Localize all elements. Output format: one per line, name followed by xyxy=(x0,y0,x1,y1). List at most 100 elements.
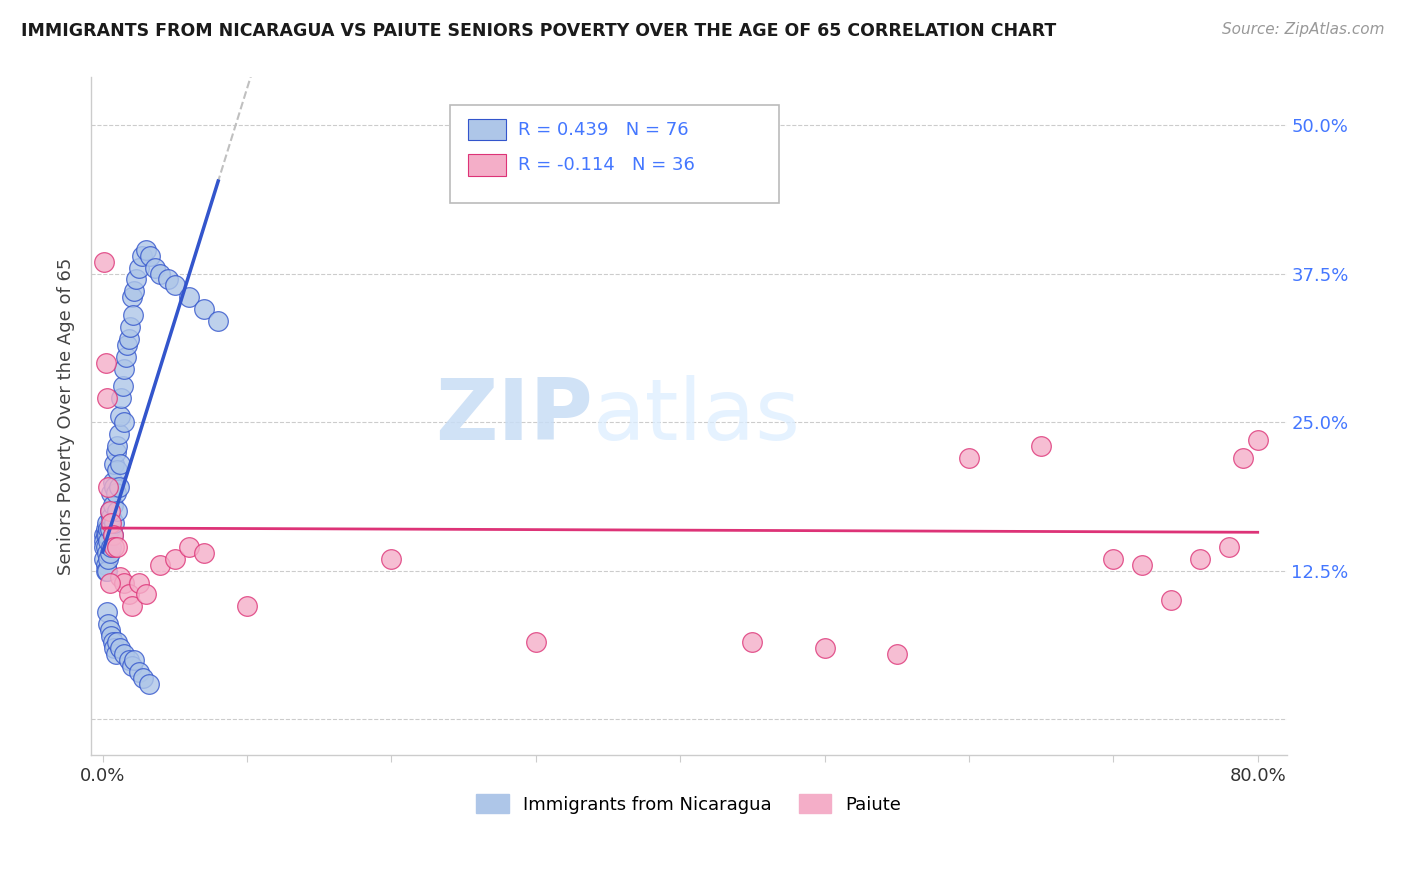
Point xyxy=(143,260,166,275)
Point xyxy=(163,278,186,293)
Point xyxy=(1232,450,1254,465)
Point xyxy=(93,528,115,542)
Point xyxy=(193,302,215,317)
Point xyxy=(135,587,157,601)
Point xyxy=(121,658,143,673)
Point xyxy=(1218,540,1240,554)
Text: R = 0.439   N = 76: R = 0.439 N = 76 xyxy=(517,120,689,138)
Point xyxy=(107,427,129,442)
Text: Source: ZipAtlas.com: Source: ZipAtlas.com xyxy=(1222,22,1385,37)
Text: atlas: atlas xyxy=(593,375,801,458)
Point xyxy=(96,564,118,578)
Point xyxy=(128,665,150,679)
Point xyxy=(104,486,127,500)
Point xyxy=(101,528,124,542)
Point xyxy=(100,516,122,530)
Point xyxy=(156,272,179,286)
Point xyxy=(97,617,120,632)
Point xyxy=(98,546,121,560)
FancyBboxPatch shape xyxy=(468,119,506,140)
Point xyxy=(103,516,125,530)
Point xyxy=(112,575,135,590)
Point xyxy=(380,551,402,566)
Point xyxy=(741,635,763,649)
Point xyxy=(94,356,117,370)
Point xyxy=(105,439,128,453)
FancyBboxPatch shape xyxy=(468,154,506,176)
Point xyxy=(105,540,128,554)
Point xyxy=(112,361,135,376)
Point xyxy=(207,314,229,328)
Point xyxy=(97,481,120,495)
Point xyxy=(103,540,125,554)
Point xyxy=(886,647,908,661)
Point xyxy=(100,629,122,643)
Point xyxy=(138,676,160,690)
Point xyxy=(1102,551,1125,566)
Point xyxy=(98,504,121,518)
Point xyxy=(103,481,125,495)
Point xyxy=(112,415,135,429)
Point xyxy=(125,272,148,286)
Point xyxy=(98,623,121,637)
Point xyxy=(94,558,117,572)
Point xyxy=(96,392,118,406)
Point xyxy=(957,450,980,465)
Point xyxy=(135,243,157,257)
Point xyxy=(110,392,132,406)
Point xyxy=(179,540,201,554)
Point xyxy=(96,546,118,560)
Text: IMMIGRANTS FROM NICARAGUA VS PAIUTE SENIORS POVERTY OVER THE AGE OF 65 CORRELATI: IMMIGRANTS FROM NICARAGUA VS PAIUTE SENI… xyxy=(21,22,1056,40)
Point xyxy=(100,540,122,554)
Point xyxy=(118,653,141,667)
Point xyxy=(101,528,124,542)
Point xyxy=(1188,551,1211,566)
Point xyxy=(100,486,122,500)
Point xyxy=(121,599,143,614)
Point xyxy=(121,290,143,304)
Point xyxy=(193,546,215,560)
Point xyxy=(1130,558,1153,572)
Point xyxy=(108,457,131,471)
Point xyxy=(93,533,115,548)
Point xyxy=(108,569,131,583)
Point xyxy=(105,504,128,518)
Point xyxy=(103,640,125,655)
Point xyxy=(1247,433,1270,447)
Point xyxy=(149,558,172,572)
Point xyxy=(96,605,118,619)
Point xyxy=(93,540,115,554)
Legend: Immigrants from Nicaragua, Paiute: Immigrants from Nicaragua, Paiute xyxy=(477,794,901,814)
Point xyxy=(105,463,128,477)
Point xyxy=(101,498,124,512)
FancyBboxPatch shape xyxy=(450,104,779,202)
Point xyxy=(118,332,141,346)
Point xyxy=(94,522,117,536)
Point xyxy=(101,635,124,649)
Text: R = -0.114   N = 36: R = -0.114 N = 36 xyxy=(517,156,695,174)
Point xyxy=(93,551,115,566)
Point xyxy=(108,640,131,655)
Point xyxy=(94,540,117,554)
Point xyxy=(120,320,142,334)
Point xyxy=(1031,439,1053,453)
Point xyxy=(122,308,145,322)
Point xyxy=(97,551,120,566)
Point xyxy=(104,445,127,459)
Point xyxy=(100,510,122,524)
Point xyxy=(97,522,120,536)
Point xyxy=(179,290,201,304)
Text: ZIP: ZIP xyxy=(436,375,593,458)
Point xyxy=(97,533,120,548)
Point xyxy=(96,528,118,542)
Point xyxy=(118,587,141,601)
Point xyxy=(105,635,128,649)
Y-axis label: Seniors Poverty Over the Age of 65: Seniors Poverty Over the Age of 65 xyxy=(58,258,75,574)
Point xyxy=(98,575,121,590)
Point xyxy=(236,599,259,614)
Point xyxy=(103,457,125,471)
Point xyxy=(132,671,155,685)
Point xyxy=(139,249,162,263)
Point xyxy=(111,379,134,393)
Point xyxy=(96,516,118,530)
